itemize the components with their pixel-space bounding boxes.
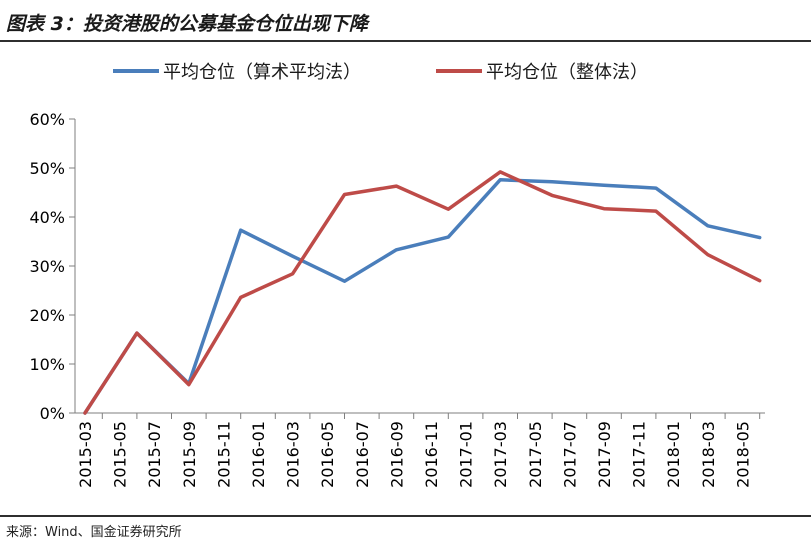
x-tick-label: 2016-07 bbox=[353, 421, 372, 488]
x-tick-label: 2018-05 bbox=[733, 421, 752, 488]
legend: 平均仓位（算术平均法） 平均仓位（整体法） bbox=[113, 62, 648, 83]
y-tick-label: 30% bbox=[29, 257, 65, 276]
x-tick-label: 2017-07 bbox=[560, 421, 579, 488]
title-divider bbox=[0, 40, 811, 42]
x-tick-label: 2018-03 bbox=[699, 421, 718, 488]
x-tick-label: 2016-03 bbox=[284, 421, 303, 488]
series-group bbox=[83, 170, 762, 415]
x-tick-label: 2017-01 bbox=[457, 421, 476, 488]
x-tick-label: 2015-11 bbox=[214, 421, 233, 488]
x-tick-label: 2017-05 bbox=[526, 421, 545, 488]
y-tick-label: 60% bbox=[29, 110, 65, 129]
x-tick-label: 2016-01 bbox=[249, 421, 268, 488]
x-tick-label: 2016-11 bbox=[422, 421, 441, 488]
y-tick-label: 0% bbox=[40, 404, 65, 423]
x-axis: 2015-03 2015-05 2015-07 2015-09 2015-11 2016-… bbox=[75, 412, 765, 488]
x-tick-label: 2015-03 bbox=[76, 421, 95, 488]
chart-title: 图表 3：投资港股的公募基金仓位出现下降 bbox=[6, 13, 368, 35]
y-tick-label: 10% bbox=[29, 355, 65, 374]
series-line-2 bbox=[83, 170, 762, 415]
y-tick-label: 40% bbox=[29, 208, 65, 227]
x-tick-label: 2016-05 bbox=[318, 421, 337, 488]
y-tick-label: 20% bbox=[29, 306, 65, 325]
y-axis: 0% 10% 20% 30% 40% 50% 60% bbox=[29, 110, 76, 423]
legend-label-1: 平均仓位（算术平均法） bbox=[163, 62, 361, 83]
x-tick-label: 2017-03 bbox=[491, 421, 510, 488]
y-tick-label: 50% bbox=[29, 159, 65, 178]
x-tick-label: 2018-01 bbox=[664, 421, 683, 488]
x-tick-label: 2015-09 bbox=[180, 421, 199, 488]
title-bar: 图表 3：投资港股的公募基金仓位出现下降 bbox=[0, 0, 811, 44]
legend-label-2: 平均仓位（整体法） bbox=[486, 62, 648, 83]
x-tick-label: 2015-05 bbox=[111, 421, 130, 488]
x-tick-label: 2017-09 bbox=[595, 421, 614, 488]
x-tick-label: 2015-07 bbox=[145, 421, 164, 488]
source-divider bbox=[0, 515, 811, 517]
series-line-1 bbox=[83, 178, 762, 415]
x-tick-label: 2016-09 bbox=[387, 421, 406, 488]
source-note: 来源：Wind、国金证券研究所 bbox=[6, 525, 182, 540]
x-tick-label: 2017-11 bbox=[630, 421, 649, 488]
